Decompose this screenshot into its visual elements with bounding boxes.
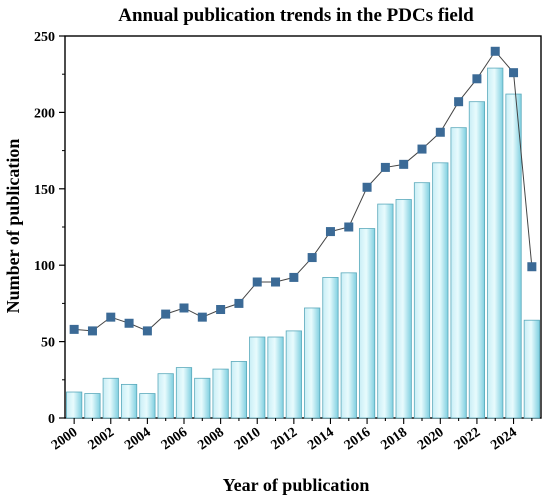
marker-2006 <box>179 303 189 313</box>
bar-2014 <box>322 277 339 419</box>
marker-2004 <box>142 326 152 336</box>
bar-2025 <box>523 319 540 419</box>
marker-2005 <box>161 309 171 319</box>
bar-2003 <box>120 383 138 419</box>
marker-2022 <box>472 74 482 84</box>
marker-2002 <box>106 312 116 322</box>
x-tick-label: 2010 <box>232 425 264 453</box>
bar-2019 <box>413 182 431 419</box>
marker-2011 <box>271 277 281 287</box>
marker-2010 <box>252 277 262 287</box>
bar-2012 <box>285 330 302 419</box>
marker-2024 <box>509 68 519 78</box>
marker-2007 <box>197 312 207 322</box>
x-tick-label: 2000 <box>49 425 81 453</box>
x-tick-label: 2014 <box>305 425 337 453</box>
x-tick-label: 2022 <box>452 425 484 453</box>
bar-2022 <box>468 101 486 419</box>
marker-2015 <box>344 222 354 232</box>
marker-2001 <box>87 326 97 336</box>
x-tick-label: 2020 <box>415 425 447 453</box>
y-tick-label: 0 <box>48 412 55 427</box>
bar-2009 <box>230 361 248 419</box>
x-tick-label: 2004 <box>122 425 154 453</box>
bar-2024 <box>505 93 522 419</box>
bar-2006 <box>175 367 193 419</box>
y-tick-label: 50 <box>41 336 55 351</box>
marker-2003 <box>124 318 134 328</box>
bar-2007 <box>194 377 211 419</box>
bar-2000 <box>66 391 83 419</box>
x-tick-label: 2018 <box>378 425 410 453</box>
marker-2017 <box>380 162 390 172</box>
bar-2001 <box>84 393 101 419</box>
x-tick-label: 2016 <box>342 425 374 453</box>
bar-2015 <box>340 272 357 419</box>
y-tick-label: 100 <box>34 259 55 274</box>
marker-2009 <box>234 298 244 308</box>
marker-2012 <box>289 272 299 282</box>
bar-2004 <box>139 393 156 419</box>
bar-2011 <box>267 336 284 419</box>
bar-2018 <box>395 199 412 419</box>
marker-2021 <box>454 97 464 107</box>
bar-2020 <box>432 162 449 419</box>
bar-2008 <box>212 368 229 419</box>
chart-title: Annual publication trends in the PDCs fi… <box>118 5 474 26</box>
marker-2000 <box>69 324 79 334</box>
bar-2002 <box>102 377 119 419</box>
marker-2008 <box>216 305 226 315</box>
marker-2016 <box>362 182 372 192</box>
bar-2017 <box>377 203 394 419</box>
marker-2018 <box>399 159 409 169</box>
marker-2013 <box>307 253 317 263</box>
marker-2014 <box>325 227 335 237</box>
bar-2005 <box>157 373 174 419</box>
x-tick-label: 2002 <box>86 425 118 453</box>
bar-2016 <box>358 228 376 419</box>
x-tick-label: 2006 <box>159 425 191 453</box>
y-axis-title: Number of publication <box>3 139 23 314</box>
x-tick-label: 2024 <box>488 425 520 453</box>
bar-2013 <box>304 307 321 419</box>
marker-2023 <box>490 46 500 56</box>
y-tick-label: 150 <box>34 183 55 198</box>
marker-2025 <box>527 262 537 272</box>
bar-2023 <box>487 67 504 419</box>
bar-2010 <box>249 336 266 419</box>
x-tick-label: 2008 <box>195 425 227 453</box>
y-tick-label: 250 <box>34 30 55 45</box>
marker-2019 <box>417 144 427 154</box>
marker-2020 <box>435 127 445 137</box>
x-axis-title: Year of publication <box>223 475 370 495</box>
y-tick-label: 200 <box>34 106 55 121</box>
x-tick-label: 2012 <box>269 425 301 453</box>
bar-2021 <box>450 127 467 419</box>
